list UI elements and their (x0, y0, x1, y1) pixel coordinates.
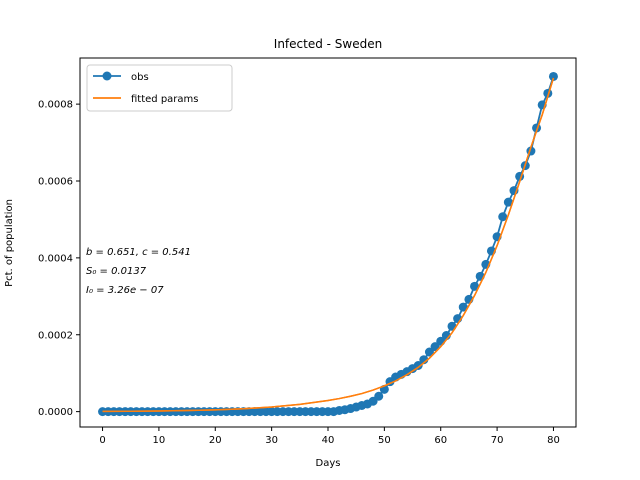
y-tick-label: 0.0004 (38, 253, 73, 264)
y-tick-label: 0.0000 (38, 407, 73, 418)
x-tick-label: 20 (209, 435, 222, 446)
data-point (503, 197, 513, 207)
legend: obs fitted params (86, 64, 233, 112)
series-line-fitted-params (102, 77, 555, 413)
x-tick-label: 50 (378, 435, 391, 446)
x-tick-label: 40 (322, 435, 335, 446)
data-point (447, 321, 457, 331)
x-tick-label: 0 (99, 435, 105, 446)
y-axis: 0.0000 0.0002 0.0004 0.0006 0.0008 (38, 100, 80, 418)
data-point (374, 391, 384, 401)
y-tick-label: 0.0008 (38, 100, 73, 111)
y-axis-label: Pct. of population (4, 199, 15, 287)
data-point (548, 71, 558, 81)
data-point (470, 281, 480, 291)
annotation-line: b = 0.651, c = 0.541 (86, 247, 191, 258)
x-axis-label: Days (316, 458, 341, 469)
plot-frame (79, 57, 577, 428)
legend-label: obs (131, 72, 149, 83)
data-point (413, 361, 423, 370)
series-line-obs (102, 76, 555, 413)
x-tick-label: 60 (434, 435, 447, 446)
data-point (424, 347, 434, 357)
annotation-line: I₀ = 3.26e − 07 (86, 285, 164, 296)
chart-title: Infected - Sweden (274, 37, 382, 51)
annotation-line: S₀ = 0.0137 (86, 266, 147, 277)
y-tick-label: 0.0006 (38, 177, 73, 188)
legend-label: fitted params (131, 94, 199, 105)
legend-marker (102, 71, 112, 81)
y-tick-label: 0.0002 (38, 330, 73, 341)
x-tick-label: 80 (547, 435, 560, 446)
x-tick-label: 30 (265, 435, 278, 446)
data-point (430, 342, 440, 352)
data-point (458, 302, 468, 312)
series-layer (98, 71, 558, 417)
data-point (419, 355, 429, 365)
x-tick-label: 10 (153, 435, 166, 446)
fit-annotation: b = 0.651, c = 0.541 S₀ = 0.0137 I₀ = 3.26… (86, 247, 191, 296)
legend-box (86, 64, 233, 112)
x-axis: 0 10 20 30 40 50 60 70 80 (99, 427, 560, 446)
series-line-fitted-overlay (102, 77, 555, 413)
x-tick-label: 70 (491, 435, 504, 446)
data-point (498, 212, 508, 222)
